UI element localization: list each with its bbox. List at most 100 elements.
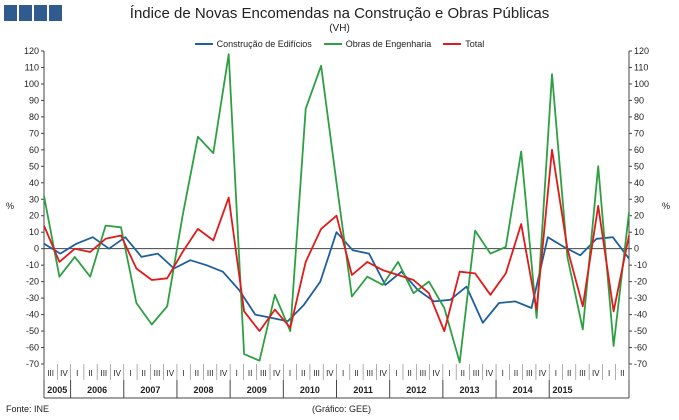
- quarter-label: IV: [539, 369, 547, 378]
- quarter-label: II: [88, 369, 92, 378]
- year-label: 2014: [513, 385, 533, 395]
- y-tick-label-left: 70: [29, 128, 39, 138]
- legend-item-edificios: Construção de Edifícios: [194, 39, 312, 49]
- y-tick-label-left: 90: [29, 95, 39, 105]
- quarter-label: IV: [60, 369, 68, 378]
- legend-label: Total: [465, 39, 485, 49]
- quarter-label: I: [342, 369, 344, 378]
- y-tick-label-left: -70: [26, 359, 39, 369]
- quarter-label: III: [366, 369, 373, 378]
- quarter-label: IV: [167, 369, 175, 378]
- quarter-label: I: [129, 369, 131, 378]
- y-tick-label-right: -70: [634, 359, 647, 369]
- quarter-label: II: [301, 369, 305, 378]
- year-label: 2006: [87, 385, 107, 395]
- y-tick-label-left: -60: [26, 343, 39, 353]
- y-tick-label-right: 0: [634, 244, 639, 254]
- quarter-label: I: [289, 369, 291, 378]
- y-tick-label-right: 100: [634, 79, 649, 89]
- quarter-label: II: [248, 369, 252, 378]
- y-tick-label-right: 40: [634, 178, 644, 188]
- y-tick-label-right: 70: [634, 128, 644, 138]
- quarter-label: I: [608, 369, 610, 378]
- y-tick-label-right: 60: [634, 145, 644, 155]
- quarter-label: III: [313, 369, 320, 378]
- quarter-label: IV: [220, 369, 228, 378]
- y-tick-label-left: 40: [29, 178, 39, 188]
- y-tick-label-right: 90: [634, 95, 644, 105]
- quarter-label: I: [182, 369, 184, 378]
- quarter-label: III: [154, 369, 161, 378]
- y-tick-label-right: 30: [634, 194, 644, 204]
- quarter-label: III: [579, 369, 586, 378]
- quarter-label: II: [354, 369, 358, 378]
- year-label: 2007: [140, 385, 160, 395]
- logo-block: [34, 5, 47, 21]
- year-label: 2005: [47, 385, 67, 395]
- legend-swatch-edificios: [194, 43, 213, 45]
- quarter-label: I: [76, 369, 78, 378]
- y-tick-label-left: 120: [24, 46, 39, 56]
- y-tick-label-right: -10: [634, 260, 647, 270]
- legend-label: Construção de Edifícios: [216, 39, 312, 49]
- quarter-label: IV: [486, 369, 494, 378]
- quarter-label: II: [195, 369, 199, 378]
- quarter-label: II: [567, 369, 571, 378]
- series-line-total: [43, 148, 630, 333]
- y-tick-label-left: -30: [26, 293, 39, 303]
- quarter-label: III: [420, 369, 427, 378]
- legend-item-total: Total: [443, 39, 484, 49]
- y-tick-label-left: 30: [29, 194, 39, 204]
- y-tick-label-left: -20: [26, 277, 39, 287]
- y-tick-label-left: 100: [24, 79, 39, 89]
- year-label: 2011: [353, 385, 373, 395]
- year-label: 2009: [247, 385, 267, 395]
- quarter-label: III: [526, 369, 533, 378]
- y-tick-label-right: 120: [634, 46, 649, 56]
- quarter-label: III: [47, 369, 54, 378]
- chart-legend: Construção de Edifícios Obras de Engenha…: [0, 39, 679, 49]
- series-line-engenharia: [43, 53, 630, 364]
- logo-block: [4, 5, 17, 21]
- chart-credit: (Gráfico: GEE): [312, 404, 372, 414]
- legend-swatch-engenharia: [323, 43, 342, 45]
- y-tick-label-right: -40: [634, 310, 647, 320]
- quarter-label: IV: [273, 369, 281, 378]
- quarter-label: II: [407, 369, 411, 378]
- y-tick-label-left: -40: [26, 310, 39, 320]
- y-tick-label-right: -60: [634, 343, 647, 353]
- quarter-label: II: [461, 369, 465, 378]
- quarter-label: I: [448, 369, 450, 378]
- legend-swatch-total: [443, 43, 462, 45]
- y-tick-label-left: 20: [29, 211, 39, 221]
- y-tick-label-left: 110: [25, 62, 39, 72]
- quarter-label: II: [514, 369, 518, 378]
- quarter-label: II: [141, 369, 145, 378]
- year-label: 2013: [459, 385, 479, 395]
- quarter-label: III: [473, 369, 480, 378]
- legend-label: Obras de Engenharia: [345, 39, 432, 49]
- quarter-label: II: [620, 369, 624, 378]
- year-label: 2008: [194, 385, 214, 395]
- chart-title: Índice de Novas Encomendas na Construção…: [129, 5, 550, 22]
- y-tick-label-left: -50: [26, 326, 39, 336]
- y-tick-label-right: 80: [634, 112, 644, 122]
- logo-block: [49, 5, 62, 21]
- y-tick-label-right: -50: [634, 326, 647, 336]
- quarter-label: IV: [432, 369, 440, 378]
- quarter-label: I: [236, 369, 238, 378]
- y-tick-label-right: 50: [634, 161, 644, 171]
- quarter-label: I: [502, 369, 504, 378]
- y-axis-label-right: %: [662, 201, 671, 211]
- y-tick-label-left: 80: [29, 112, 39, 122]
- quarter-label: III: [260, 369, 267, 378]
- y-tick-label-right: -20: [634, 277, 647, 287]
- year-label: 2015: [553, 385, 573, 395]
- quarter-label: IV: [113, 369, 121, 378]
- y-tick-label-left: -10: [26, 260, 39, 270]
- y-tick-label-left: 50: [29, 161, 39, 171]
- y-tick-label-right: 10: [634, 227, 644, 237]
- logo-block: [19, 5, 32, 21]
- chart-subtitle: (VH): [329, 23, 350, 34]
